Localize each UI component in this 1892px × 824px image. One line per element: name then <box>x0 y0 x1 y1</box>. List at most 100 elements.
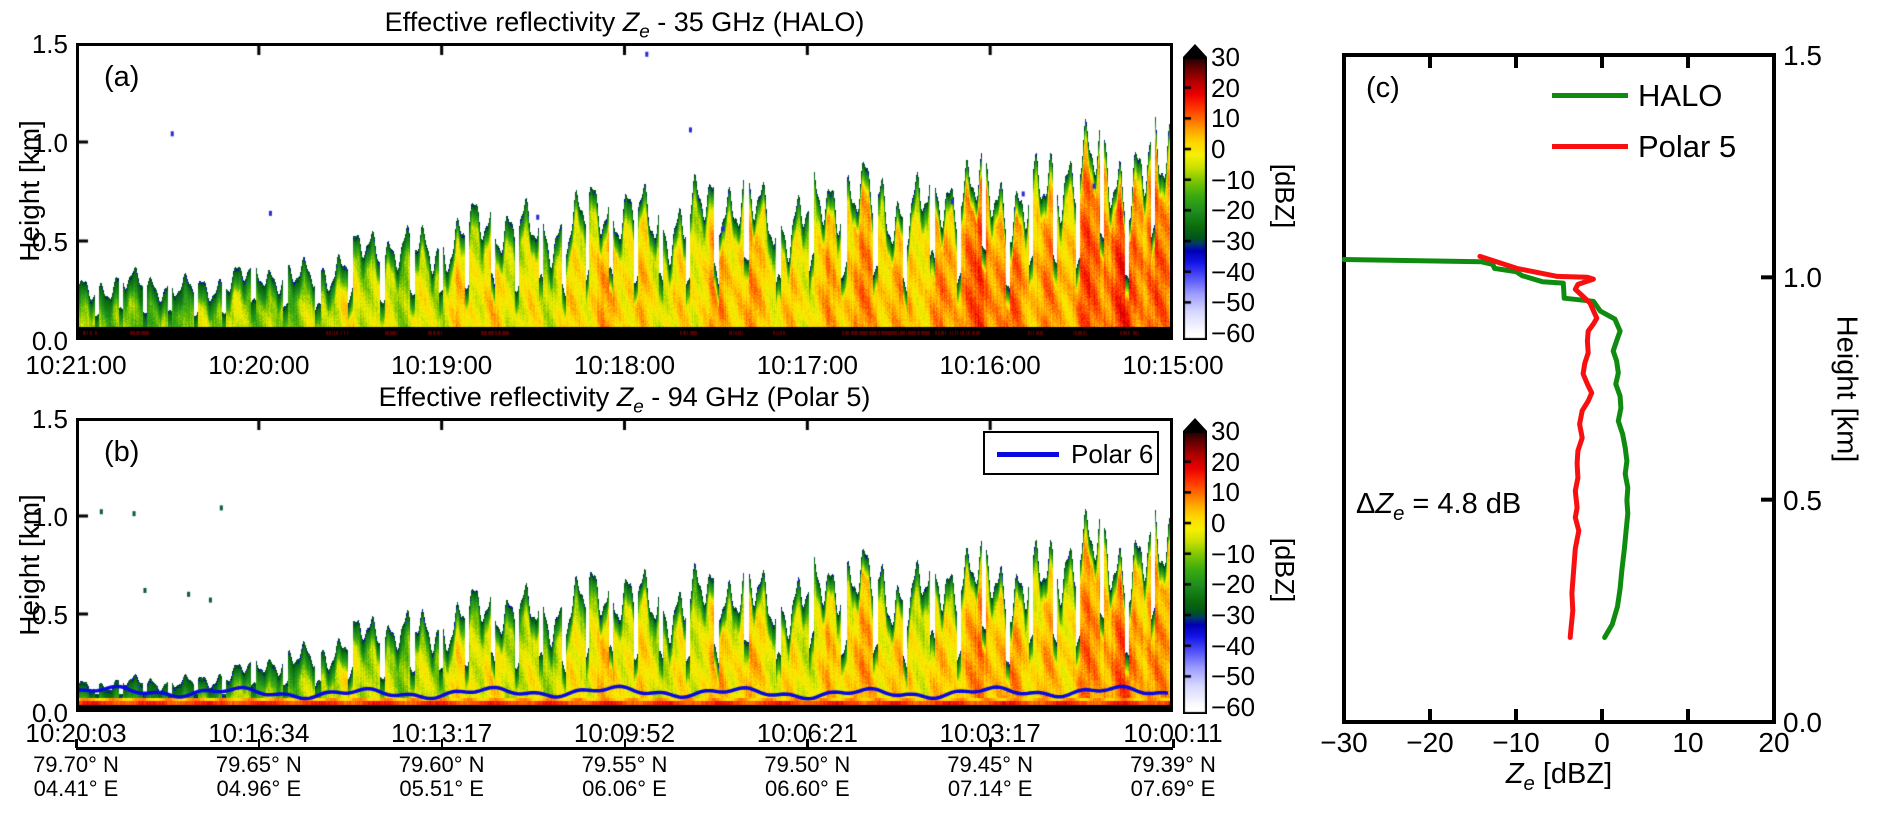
colorbar-tick-label: −20 <box>1211 195 1256 226</box>
panel-b-legend: Polar 6 <box>983 431 1159 475</box>
colorbar-tick-label: −60 <box>1211 692 1256 722</box>
colorbar-tick-label: −40 <box>1211 630 1256 661</box>
y-tick-label: 0.5 <box>1783 484 1822 516</box>
latitude-label: 79.39° N <box>1130 752 1216 777</box>
colorbar-tick-label: 20 <box>1211 72 1240 103</box>
geo-axis-line <box>76 747 1173 750</box>
panel-a-title-suffix: - 35 GHz (HALO) <box>649 7 865 37</box>
y-tick-label: 1.5 <box>31 29 68 59</box>
panel-a-title-sub: e <box>639 21 650 43</box>
colorbar-a-arrow <box>1183 44 1207 57</box>
geo-tick <box>623 739 626 748</box>
colorbar-tick-label: −30 <box>1211 226 1256 256</box>
halo-legend-label: HALO <box>1638 78 1723 113</box>
geo-tick <box>257 739 261 748</box>
colorbar-tick-label: −30 <box>1211 600 1256 630</box>
panel-c-xlabel-suffix: [dBZ] <box>1534 758 1613 790</box>
polar5-legend-label: Polar 5 <box>1638 129 1737 164</box>
polar6-legend-label: Polar 6 <box>1071 439 1154 469</box>
x-tick-label: −10 <box>1492 727 1540 758</box>
geo-tick <box>806 739 809 748</box>
y-tick-label: 1.5 <box>31 404 68 434</box>
annotation-value: = 4.8 dB <box>1404 488 1522 520</box>
x-tick-label: 10:19:00 <box>391 350 493 380</box>
x-tick-label: 20 <box>1758 727 1790 758</box>
profile-plot-c <box>1342 53 1776 724</box>
colorbar-b <box>1183 431 1207 714</box>
colorbar-tick-label: −20 <box>1211 569 1256 600</box>
panel-b-title-symbol: Z <box>616 382 634 412</box>
panel-c-x-axis-label: Ze [dBZ] <box>1344 758 1774 796</box>
x-tick-label: 10:21:00 <box>25 350 127 380</box>
panel-c-xlabel-symbol: Z <box>1505 758 1524 790</box>
panel-b-title-suffix: - 94 GHz (Polar 5) <box>643 382 871 412</box>
panel-b-title: Effective reflectivity Ze - 94 GHz (Pola… <box>76 382 1173 418</box>
panel-a-label: (a) <box>104 61 140 93</box>
colorbar-tick-label: 10 <box>1211 103 1240 134</box>
x-tick-label: −20 <box>1406 727 1454 758</box>
colorbar-tick-label: 0 <box>1211 508 1226 538</box>
colorbar-tick-label: 30 <box>1211 42 1240 72</box>
y-tick-label: 0.5 <box>31 600 68 630</box>
longitude-label: 04.41° E <box>33 776 119 801</box>
x-tick-label: 10:16:00 <box>939 350 1041 380</box>
y-tick-label: 0.0 <box>31 326 68 356</box>
geo-tick <box>440 739 444 748</box>
halo-line-sample <box>1552 93 1628 98</box>
polar5-line-sample <box>1552 144 1628 149</box>
colorbar-tick-label: −50 <box>1211 287 1256 318</box>
geo-tick <box>1172 739 1175 748</box>
annotation-delta: Δ <box>1356 488 1376 520</box>
colorbar-a-unit-label: [dBZ] <box>1269 163 1300 229</box>
x-tick-label: 10:20:00 <box>208 350 310 380</box>
latitude-label: 79.60° N <box>398 752 485 777</box>
y-tick-label: 1.0 <box>31 502 68 532</box>
colorbar-b-unit-label: [dBZ] <box>1269 537 1300 603</box>
halo-profile-line <box>1342 257 1631 640</box>
panel-a-title: Effective reflectivity Ze - 35 GHz (HALO… <box>76 7 1173 43</box>
x-tick-label: −30 <box>1320 727 1368 758</box>
colorbar-b-arrow <box>1183 418 1207 431</box>
y-tick-label: 1.0 <box>1783 262 1822 294</box>
latitude-label: 79.65° N <box>215 752 302 777</box>
longitude-label: 06.60° E <box>765 776 850 801</box>
x-tick-label: 10:18:00 <box>573 350 676 380</box>
y-tick-label: 0.0 <box>31 698 68 728</box>
panel-c-xlabel-sub: e <box>1523 772 1535 795</box>
colorbar-tick-label: −60 <box>1211 318 1256 348</box>
x-tick-label: 10:15:00 <box>1122 350 1224 380</box>
panel-b-title-text: Effective reflectivity <box>378 382 617 412</box>
panel-c-y-axis-label: Height [km] <box>1830 315 1863 463</box>
panel-b-title-sub: e <box>633 396 644 418</box>
x-tick-label: 0 <box>1594 727 1610 758</box>
latitude-label: 79.70° N <box>33 752 119 777</box>
colorbar-a <box>1183 57 1207 340</box>
latitude-label: 79.55° N <box>581 752 668 777</box>
panel-c-frame <box>1342 53 1776 724</box>
panel-a-plot <box>76 43 1173 340</box>
annotation-symbol: Z <box>1375 488 1394 520</box>
colorbar-tick-label: 30 <box>1211 416 1240 446</box>
geo-tick <box>75 739 78 748</box>
colorbar-tick-label: 10 <box>1211 477 1240 508</box>
panel-b-label: (b) <box>104 436 140 468</box>
x-tick-label: 10:20:03 <box>25 718 127 748</box>
longitude-label: 06.06° E <box>582 776 667 801</box>
longitude-label: 07.14° E <box>947 776 1033 801</box>
latitude-label: 79.50° N <box>764 752 851 777</box>
longitude-label: 07.69° E <box>1130 776 1216 801</box>
y-tick-label: 1.0 <box>31 128 68 158</box>
longitude-label: 04.96° E <box>216 776 302 801</box>
polar6-line-sample <box>997 452 1059 457</box>
colorbar-tick-label: −10 <box>1211 164 1256 195</box>
delta-ze-annotation: ΔZe = 4.8 dB <box>1356 488 1521 526</box>
colorbar-tick-label: −10 <box>1211 538 1256 569</box>
y-tick-label: 1.5 <box>1783 40 1822 71</box>
annotation-sub: e <box>1393 502 1405 525</box>
panel-c-label: (c) <box>1366 72 1400 104</box>
x-tick-label: 10 <box>1672 727 1704 758</box>
colorbar-tick-label: −50 <box>1211 661 1256 692</box>
x-tick-label: 10:17:00 <box>756 350 858 380</box>
colorbar-tick-label: 0 <box>1211 134 1226 164</box>
